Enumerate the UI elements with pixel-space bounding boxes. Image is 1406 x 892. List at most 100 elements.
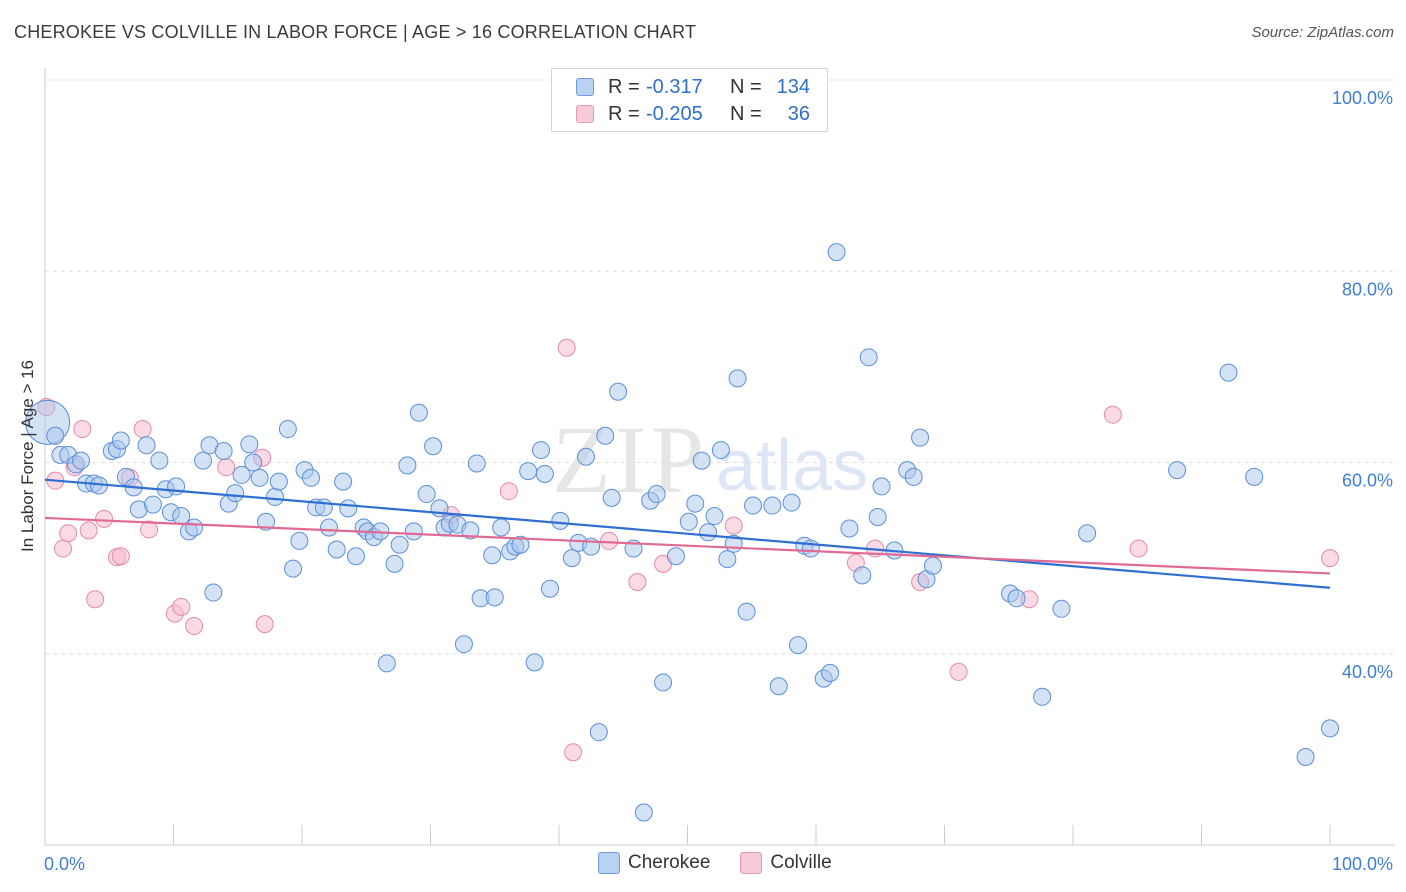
- cherokee-point: [266, 487, 285, 506]
- cherokee-point: [711, 441, 730, 460]
- cherokee-point: [1078, 524, 1097, 543]
- cherokee-point: [278, 420, 297, 439]
- chart-title: CHEROKEE VS COLVILLE IN LABOR FORCE | AG…: [14, 22, 697, 42]
- colville-point: [95, 509, 114, 528]
- colville-point: [600, 531, 619, 550]
- y-tick-label-60: 60.0%: [1342, 471, 1393, 491]
- cherokee-point: [390, 535, 409, 554]
- cherokee-point: [454, 635, 473, 654]
- legend-r-value: -0.317: [646, 75, 703, 98]
- cherokee-point: [699, 523, 718, 542]
- cherokee-point: [204, 583, 223, 602]
- cherokee-point: [492, 518, 511, 537]
- cherokee-point: [244, 453, 263, 472]
- colville-point: [724, 516, 743, 535]
- cherokee-point: [596, 426, 615, 445]
- source-label: Source: ZipAtlas.com: [1251, 24, 1394, 41]
- cherokee-point: [137, 436, 156, 455]
- y-tick-label-80: 80.0%: [1342, 279, 1393, 299]
- cherokee-point: [535, 464, 554, 483]
- legend-row-cherokee: R = -0.317 N = 134: [576, 74, 810, 100]
- colville-point: [949, 662, 968, 681]
- watermark: ZIP atlas: [552, 406, 868, 513]
- cherokee-point: [1245, 467, 1264, 486]
- legend-swatch-colville: [740, 852, 763, 874]
- cherokee-point: [511, 535, 530, 554]
- cherokee-point: [782, 493, 801, 512]
- cherokee-point: [541, 579, 560, 598]
- colville-point: [59, 524, 78, 543]
- cherokee-point: [692, 451, 711, 470]
- legend-swatch-cherokee: [576, 78, 594, 96]
- cherokee-point: [250, 468, 269, 487]
- cherokee-point: [562, 549, 581, 568]
- cherokee-point: [853, 566, 872, 585]
- cherokee-point: [911, 428, 930, 447]
- cherokee-point: [602, 488, 621, 507]
- cherokee-point: [143, 495, 162, 514]
- cherokee-point: [1296, 748, 1315, 767]
- cherokee-point: [904, 467, 923, 486]
- cherokee-point: [111, 431, 130, 450]
- cherokee-point: [859, 348, 878, 367]
- cherokee-point: [647, 485, 666, 504]
- legend-n-label: N =: [730, 75, 762, 98]
- colville-point: [1321, 549, 1339, 568]
- cherokee-point: [385, 554, 404, 573]
- cherokee-point: [789, 636, 808, 655]
- cherokee-point: [532, 441, 551, 460]
- cherokee-point: [214, 442, 233, 461]
- colville-point: [86, 590, 105, 609]
- cherokee-point: [194, 451, 213, 470]
- cherokee-point: [634, 803, 653, 822]
- cherokee-point: [167, 477, 186, 496]
- colville-point: [140, 520, 159, 539]
- colville-point: [79, 521, 98, 540]
- cherokee-point: [483, 546, 502, 565]
- cherokee-point: [485, 588, 504, 607]
- cherokee-trend-line: [44, 478, 1331, 589]
- legend-item-cherokee: Cherokee: [598, 852, 710, 874]
- legend-item-colville: Colville: [740, 852, 832, 874]
- correlation-legend: R = -0.317 N = 134 R = -0.205 N = 36: [551, 68, 828, 132]
- cherokee-point: [718, 550, 737, 569]
- cherokee-point: [609, 382, 628, 401]
- cherokee-point: [284, 559, 303, 578]
- cherokee-point: [923, 556, 942, 575]
- legend-r-label: R =: [608, 75, 640, 98]
- legend-r-value: -0.205: [646, 102, 703, 125]
- cherokee-point: [1052, 599, 1071, 618]
- colville-point: [185, 617, 204, 636]
- cherokee-point: [301, 468, 320, 487]
- legend-n-value: 36: [787, 102, 810, 125]
- cherokee-point: [827, 243, 846, 262]
- cherokee-point: [821, 663, 840, 682]
- colville-point: [1129, 539, 1148, 558]
- cherokee-point: [728, 369, 747, 388]
- cherokee-point: [334, 472, 353, 491]
- cherokee-point: [666, 547, 685, 566]
- cherokee-point: [679, 512, 698, 531]
- cherokee-point: [46, 426, 65, 445]
- cherokee-point: [404, 522, 423, 541]
- cherokee-point: [240, 435, 259, 454]
- tick-labels: 40.0% 60.0% 80.0% 100.0% 0.0% 100.0%: [44, 88, 1393, 874]
- series-legend: Cherokee Colville: [598, 852, 862, 874]
- colville-point: [73, 420, 92, 439]
- y-axis-label: In Labor Force | Age > 16: [18, 359, 37, 553]
- legend-r-label: R =: [608, 102, 640, 125]
- colville-point: [53, 539, 72, 558]
- legend-label-colville: Colville: [770, 852, 832, 873]
- cherokee-point: [737, 602, 756, 621]
- cherokee-point: [576, 447, 595, 466]
- cherokee-point: [257, 512, 276, 531]
- colville-point: [499, 482, 518, 501]
- cherokee-point: [398, 456, 417, 475]
- cherokee-point: [339, 499, 358, 518]
- cherokee-point: [519, 462, 538, 481]
- cherokee-point: [744, 496, 763, 515]
- colville-point: [172, 597, 191, 616]
- cherokee-point: [226, 484, 245, 503]
- cherokee-point: [409, 403, 428, 422]
- colville-trend-line: [44, 516, 1331, 575]
